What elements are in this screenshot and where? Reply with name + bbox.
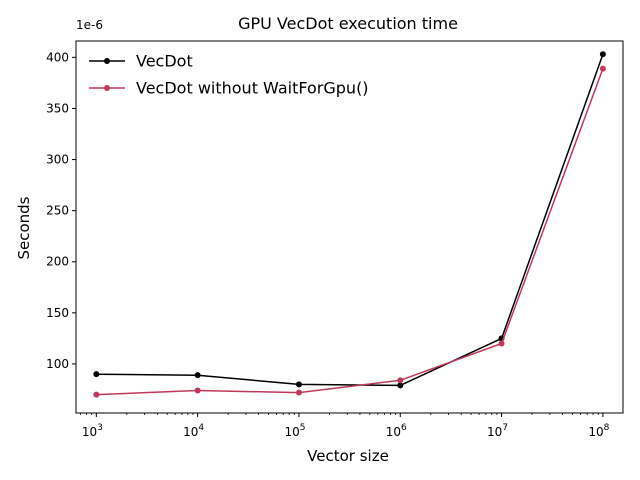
legend-marker-2 xyxy=(104,85,110,91)
x-axis-label: Vector size xyxy=(307,447,389,465)
x-tick-exponent: 7 xyxy=(502,423,508,433)
y-tick-label: 100 xyxy=(46,357,69,371)
y-tick-label: 200 xyxy=(46,255,69,269)
series-1-point xyxy=(295,381,302,388)
x-tick-base: 10 xyxy=(487,425,502,439)
series-1-point xyxy=(397,382,404,389)
chart-title: GPU VecDot execution time xyxy=(238,14,458,33)
y-tick-label: 350 xyxy=(46,101,69,115)
y-tick-label: 400 xyxy=(46,50,69,64)
x-tick-base: 10 xyxy=(386,425,401,439)
x-tick-exponent: 8 xyxy=(604,423,610,433)
x-tick-base: 10 xyxy=(284,425,299,439)
series-2-point xyxy=(194,387,201,394)
series-1-point xyxy=(93,371,100,378)
x-tick-exponent: 6 xyxy=(401,423,407,433)
x-tick-label: 103 xyxy=(82,423,103,439)
series-2-point xyxy=(397,377,404,384)
x-tick-base: 10 xyxy=(588,425,603,439)
y-offset-label: 1e-6 xyxy=(76,18,103,32)
legend-marker-1 xyxy=(104,58,110,64)
series-1-point xyxy=(599,51,606,58)
x-tick-exponent: 4 xyxy=(198,423,204,433)
x-tick-exponent: 5 xyxy=(300,423,306,433)
series-2-point xyxy=(295,389,302,396)
x-tick-label: 107 xyxy=(487,423,508,439)
y-tick-label: 300 xyxy=(46,153,69,167)
x-tick-exponent: 3 xyxy=(97,423,103,433)
x-tick-label: 104 xyxy=(183,423,204,439)
y-tick-label: 150 xyxy=(46,306,69,320)
plot-frame xyxy=(75,40,624,414)
legend-label-1: VecDot xyxy=(136,52,193,71)
series-2-point xyxy=(93,391,100,398)
series-2-point xyxy=(498,340,505,347)
legend-label-2: VecDot without WaitForGpu() xyxy=(136,79,369,98)
y-tick-label: 250 xyxy=(46,204,69,218)
series-1-point xyxy=(194,372,201,379)
x-tick-label: 105 xyxy=(284,423,305,439)
x-tick-label: 106 xyxy=(386,423,407,439)
x-tick-label: 108 xyxy=(588,423,609,439)
y-axis-label: Seconds xyxy=(15,196,33,259)
series-2-point xyxy=(599,65,606,72)
series-line-2 xyxy=(96,68,604,396)
series-line-1 xyxy=(96,54,604,387)
x-tick-base: 10 xyxy=(82,425,97,439)
x-tick-base: 10 xyxy=(183,425,198,439)
